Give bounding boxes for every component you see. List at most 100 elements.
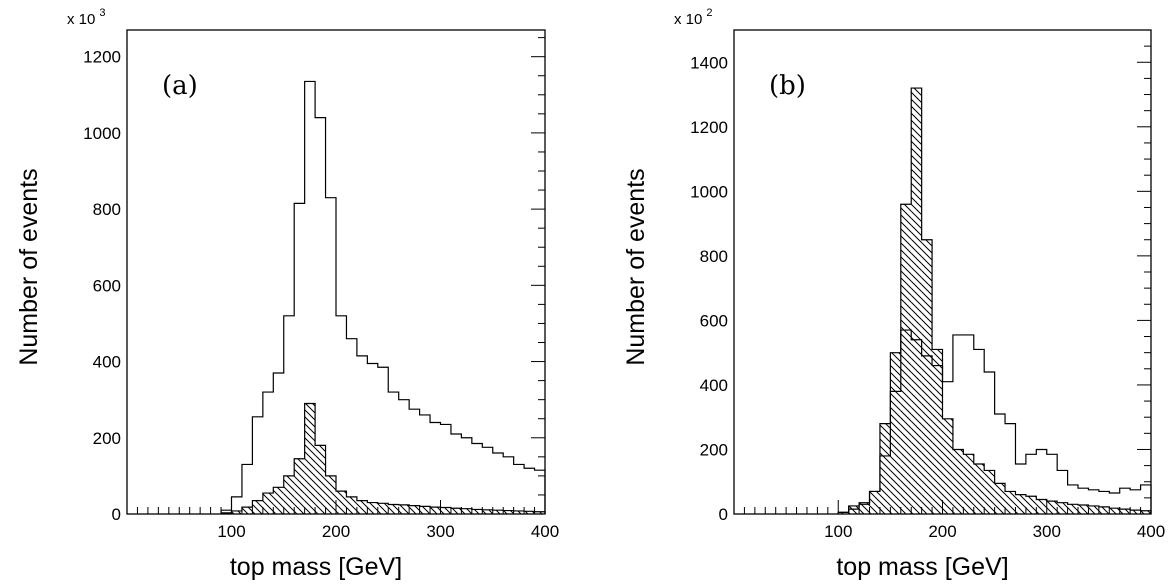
hatched-bin [241,507,253,514]
y-tick-label: 800 [93,200,121,219]
hatched-bin [1036,499,1047,514]
hatched-bin [471,509,483,514]
multiplier-exponent: 3 [99,7,105,19]
y-tick-label: 0 [112,505,121,524]
y-tick-label: 800 [700,247,728,266]
hatched-bin [419,506,431,514]
y-tick-label: 1200 [690,118,728,137]
hatched-bin [440,507,451,514]
hatched-bin [283,475,295,514]
open-histogram-line [837,329,1152,514]
hatched-bin [304,403,316,514]
hatched-bin [952,449,964,514]
hatched-bin [869,491,880,514]
hatched-bin [252,500,263,514]
hatched-bin [932,349,943,514]
hatched-bin [848,505,860,514]
y-tick-label: 0 [719,505,728,524]
hatched-histogram [837,87,1152,515]
hatched-bin [294,458,305,514]
hatched-bin [231,510,242,514]
hatched-bin [911,88,922,514]
hatched-bin [984,470,995,514]
hatched-bin [963,454,974,514]
x-tick-label: 300 [426,522,454,541]
hatched-bin [1078,504,1089,514]
panel-a: 100 200 300 400 0 200 400 600 800 1000 1200 (a) x 10… [15,7,559,581]
y-tick-label: 400 [93,353,121,372]
hatched-bin [492,510,504,514]
hatched-bin [398,504,410,514]
hatched-bin [900,204,912,515]
panel-label: (a) [162,71,198,101]
y-tick-label: 600 [700,311,728,330]
hatched-bin [1025,496,1037,514]
y-tick-label: 400 [700,376,728,395]
hatched-bin [994,483,1006,514]
multiplier-exponent: 2 [706,7,712,19]
hatched-bin [1067,504,1079,514]
hatched-bin [1098,506,1110,514]
hatched-bin [273,487,284,514]
hatched-bin [1057,502,1068,514]
hatched-bin [388,504,399,514]
hatched-bin [1140,510,1151,514]
y-tick-label: 200 [700,440,728,459]
x-tick-label: 400 [531,522,559,541]
hatched-bin [838,512,849,514]
y-tick-label: 1000 [690,182,728,201]
multiplier-base: x 10 [67,11,95,28]
y-tick-label: 1200 [83,48,121,67]
hatched-bin [315,445,326,514]
hatched-bin [513,510,525,514]
hatched-bin [262,493,274,514]
x-axis-title: top mass [GeV] [836,553,1008,581]
hatched-bin [461,508,472,514]
open-histogram-line [220,80,546,514]
x-tick-label: 400 [1137,522,1165,541]
hatched-bin [356,500,368,514]
hatched-bin [325,475,336,514]
hatched-histogram [220,402,546,514]
y-tick-label: 1400 [690,53,728,72]
y-tick-label: 1000 [83,124,121,143]
hatched-bin [1109,508,1120,514]
x-tick-label: 100 [824,522,852,541]
y-tick-label: 600 [93,276,121,295]
x-tick-label: 100 [217,522,245,541]
hatched-bin [430,507,441,514]
hatched-bin [1088,505,1099,514]
y-tick-label: 200 [93,429,121,448]
hatched-bin [859,502,870,514]
hatched-bin [942,418,953,514]
panel-b: 100 200 300 400 0 200 400 600 800 1000 1200 1400 (b)… [622,7,1165,581]
panel-label: (b) [769,71,806,101]
hatched-bin [534,511,545,514]
y-axis-title: Number of events [622,168,650,365]
x-tick-label: 200 [322,522,350,541]
multiplier-base: x 10 [674,11,702,28]
hatched-bin [921,239,933,514]
hatched-bin [1046,501,1058,514]
hatched-bin [879,423,891,514]
hatched-bin [524,511,535,514]
axis-multiplier: x 10 3 [67,7,105,28]
axis-multiplier: x 10 2 [674,7,712,28]
hatched-bin [1015,494,1026,514]
hatched-bin [482,509,493,514]
hatched-bin [890,352,901,514]
hatched-bin [336,491,347,514]
hatched-bin [367,502,378,514]
hatched-bin [377,503,389,514]
x-tick-label: 200 [928,522,956,541]
hatched-bin [1130,510,1141,514]
hatched-bin [346,496,357,514]
hatched-bin [1005,491,1016,514]
hatched-bin [973,463,985,514]
x-axis-title: top mass [GeV] [230,553,402,581]
hatched-bin [1119,509,1131,514]
hatched-bin [503,510,514,514]
hatched-bin [409,505,420,514]
